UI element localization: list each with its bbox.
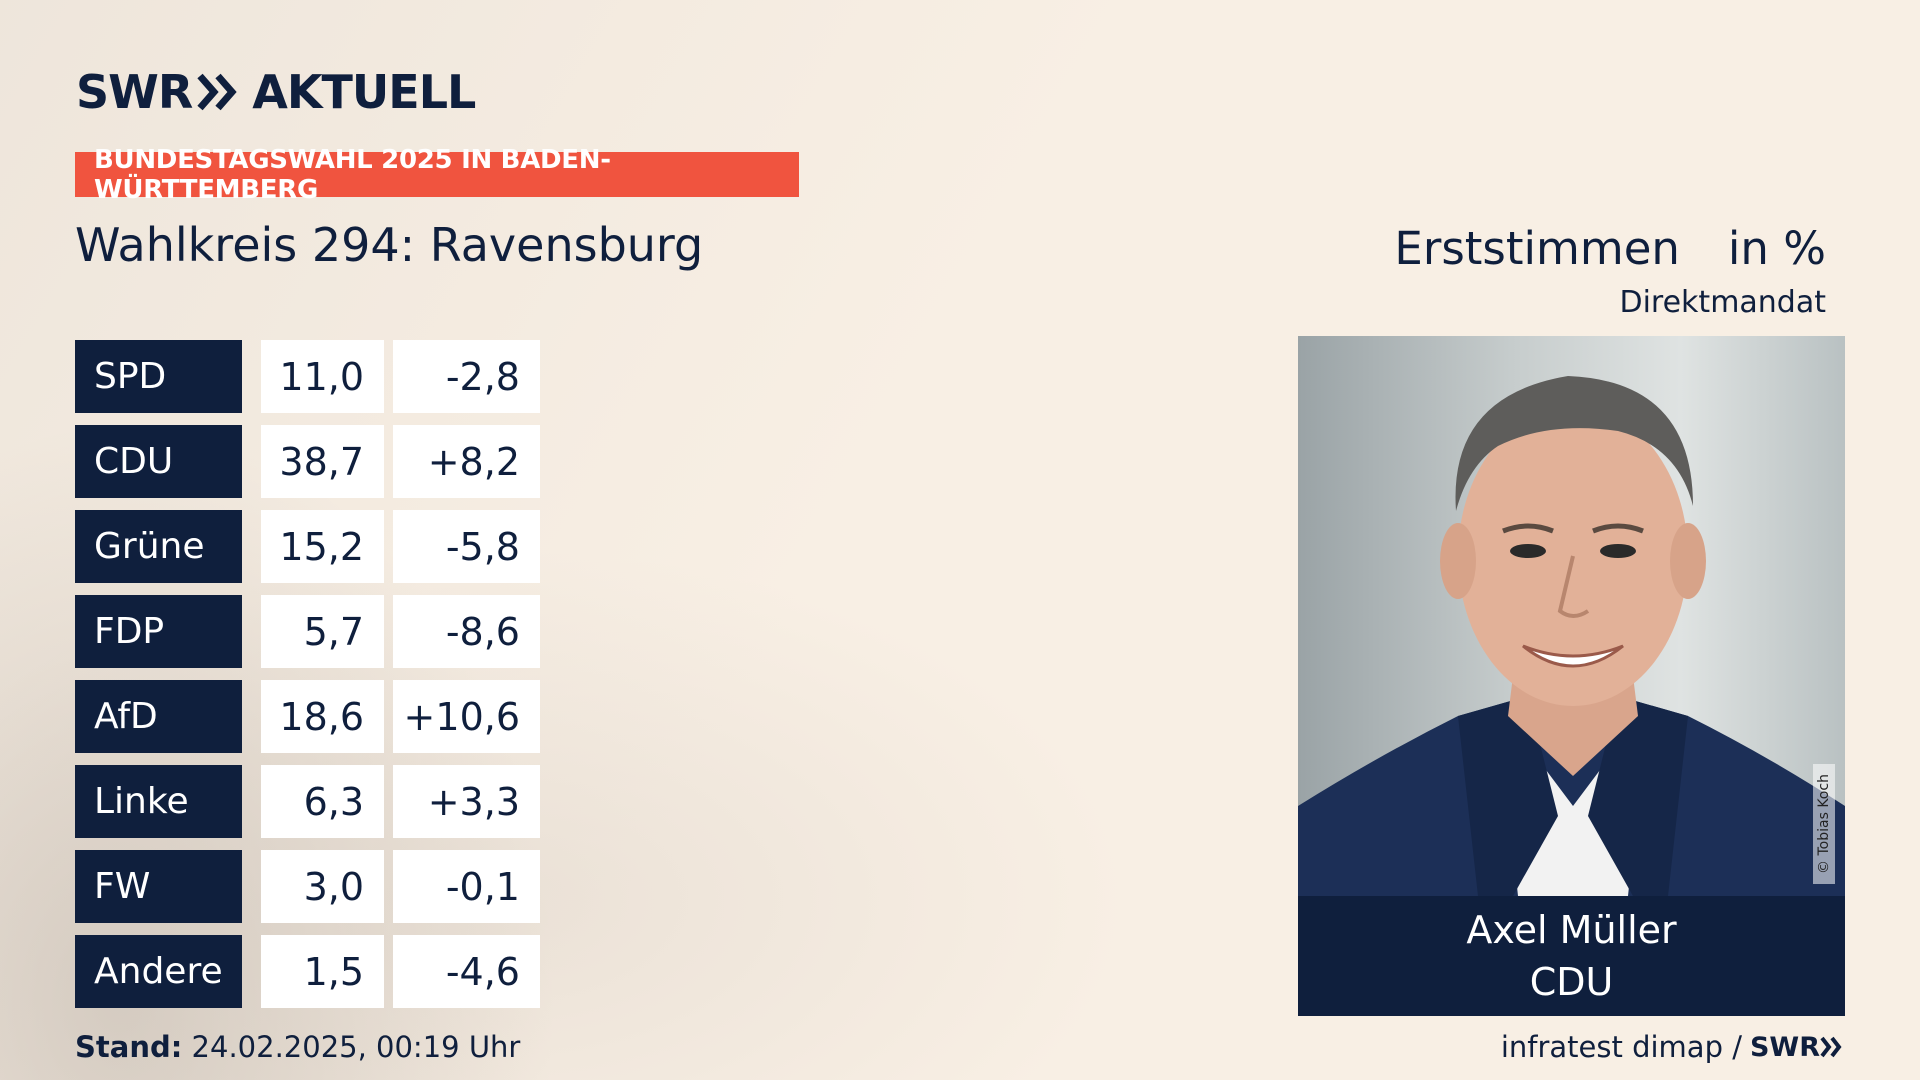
result-row: FW 3,0 -0,1: [75, 850, 540, 923]
vote-share: 3,0: [261, 850, 384, 923]
vote-change: -2,8: [393, 340, 540, 413]
photo-credit: © Tobias Koch: [1813, 764, 1835, 884]
photo-credit-text: © Tobias Koch: [1816, 774, 1833, 874]
party-name: FW: [75, 850, 242, 923]
party-name: AfD: [75, 680, 242, 753]
vote-change: +8,2: [393, 425, 540, 498]
stand-label: Stand:: [75, 1030, 183, 1064]
double-chevron-icon: [197, 73, 237, 111]
result-row: Linke 6,3 +3,3: [75, 765, 540, 838]
result-row: Grüne 15,2 -5,8: [75, 510, 540, 583]
direktmandat-label: Direktmandat: [1619, 285, 1826, 320]
candidate-name: Axel Müller: [1466, 908, 1677, 952]
party-name: SPD: [75, 340, 242, 413]
vote-change: -5,8: [393, 510, 540, 583]
party-name: Andere: [75, 935, 242, 1008]
logo-aktuell-text: AKTUELL: [252, 65, 476, 119]
vote-change: -4,6: [393, 935, 540, 1008]
result-row: AfD 18,6 +10,6: [75, 680, 540, 753]
candidate-caption: Axel Müller CDU: [1298, 896, 1845, 1016]
double-chevron-icon: [1820, 1036, 1842, 1058]
source-text: infratest dimap /: [1500, 1030, 1742, 1064]
page-title: Wahlkreis 294: Ravensburg: [75, 218, 704, 272]
vote-change: -8,6: [393, 595, 540, 668]
vote-change: -0,1: [393, 850, 540, 923]
vote-type-header: Erststimmen in %: [1394, 222, 1826, 275]
party-name: FDP: [75, 595, 242, 668]
candidate-card: © Tobias Koch Axel Müller CDU: [1298, 336, 1845, 1016]
vote-share: 38,7: [261, 425, 384, 498]
result-row: Andere 1,5 -4,6: [75, 935, 540, 1008]
source-credit: infratest dimap / SWR: [1501, 1030, 1844, 1064]
portrait-illustration: [1298, 376, 1845, 896]
vote-share: 5,7: [261, 595, 384, 668]
timestamp: Stand: 24.02.2025, 00:19 Uhr: [75, 1030, 520, 1064]
vote-share: 18,6: [261, 680, 384, 753]
candidate-party: CDU: [1529, 960, 1614, 1004]
party-name: Linke: [75, 765, 242, 838]
election-banner: BUNDESTAGSWAHL 2025 IN BADEN-WÜRTTEMBERG: [75, 145, 799, 205]
swr-mini-text: SWR: [1749, 1031, 1820, 1063]
vote-change: +10,6: [393, 680, 540, 753]
vote-type-label: Erststimmen: [1394, 222, 1680, 275]
party-name: Grüne: [75, 510, 242, 583]
unit-label: in %: [1727, 222, 1826, 275]
vote-share: 1,5: [261, 935, 384, 1008]
results-table: SPD 11,0 -2,8 CDU 38,7 +8,2 Grüne 15,2 -…: [75, 340, 540, 1020]
logo-swr-text: SWR: [76, 65, 193, 119]
candidate-photo: © Tobias Koch: [1298, 336, 1845, 896]
vote-change: +3,3: [393, 765, 540, 838]
result-row: SPD 11,0 -2,8: [75, 340, 540, 413]
party-name: CDU: [75, 425, 242, 498]
result-row: FDP 5,7 -8,6: [75, 595, 540, 668]
swr-mini-logo: SWR: [1750, 1032, 1844, 1063]
swr-aktuell-logo: SWR AKTUELL: [76, 65, 476, 119]
stand-value: 24.02.2025, 00:19 Uhr: [191, 1030, 521, 1064]
vote-share: 6,3: [261, 765, 384, 838]
vote-share: 11,0: [261, 340, 384, 413]
result-row: CDU 38,7 +8,2: [75, 425, 540, 498]
vote-share: 15,2: [261, 510, 384, 583]
